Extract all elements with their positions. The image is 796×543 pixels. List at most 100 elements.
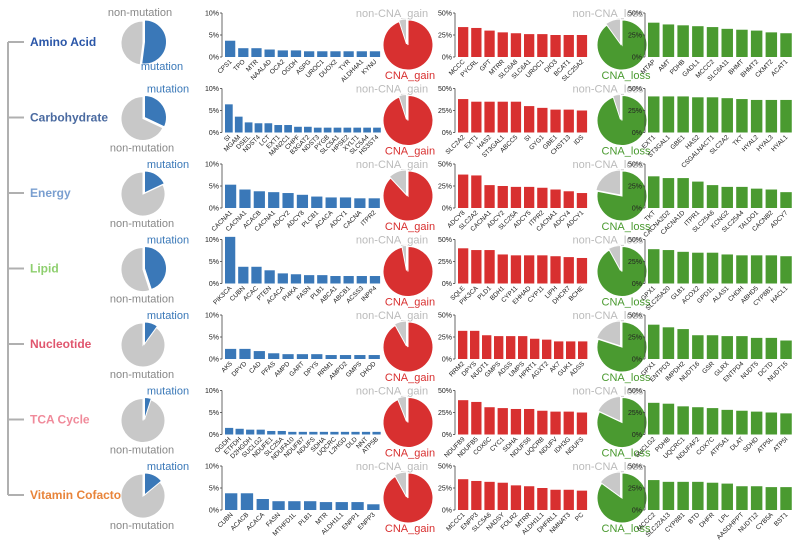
y-tick-label: 10% — [205, 237, 219, 244]
cna-gain-bar-chart: 0%25%50%NDUFB9NDUFB5COX6CCYC1SDHANDUFS6U… — [438, 388, 588, 459]
bar — [550, 189, 561, 208]
mutation-pie — [120, 472, 166, 519]
bar — [246, 429, 255, 435]
bar — [335, 502, 348, 510]
bar — [225, 427, 234, 435]
bar — [550, 411, 561, 435]
bar — [288, 431, 297, 435]
pie-slice-non — [120, 95, 164, 141]
bar — [253, 351, 265, 359]
pie-slice-non — [120, 20, 144, 66]
bar — [277, 50, 288, 57]
bar — [563, 489, 574, 510]
y-tick-label: 0% — [632, 357, 642, 364]
pie-slice-main — [596, 321, 648, 373]
cna-loss-label: CNA_loss — [602, 221, 651, 233]
non-mutation-label: non-mutation — [110, 520, 174, 532]
bar — [576, 490, 588, 510]
bar — [677, 329, 689, 359]
bar — [563, 35, 574, 57]
gene-label: ENPP3 — [357, 511, 377, 531]
cna-loss-label: CNA_loss — [602, 70, 651, 82]
y-tick-label: 5% — [209, 33, 219, 40]
pie-slice-main — [144, 321, 159, 346]
cna-gain-pie — [382, 169, 434, 222]
bar — [311, 196, 323, 208]
category-label: Energy — [30, 186, 71, 200]
pie-slice-non — [396, 395, 407, 422]
gene-label: INPP4 — [360, 285, 379, 304]
bar — [765, 189, 778, 208]
y-tick-label: 50% — [438, 11, 452, 18]
gene-label: HACL1 — [770, 285, 790, 305]
pie-slice-main — [144, 245, 167, 291]
bar — [648, 249, 660, 284]
bar — [288, 501, 301, 510]
bar — [662, 403, 675, 435]
mutation-label: mutation — [147, 159, 189, 171]
bar — [563, 109, 574, 133]
bar — [692, 407, 704, 435]
bar — [277, 273, 288, 284]
bar — [692, 335, 704, 359]
bar — [648, 324, 660, 359]
cna-gain-pie — [382, 244, 434, 297]
non-cna-loss-label: non-CNA_loss — [573, 159, 644, 171]
bar — [372, 431, 381, 435]
bar — [294, 126, 302, 133]
gene-label: PLB1 — [297, 511, 313, 527]
bar — [662, 24, 675, 57]
y-tick-label: 5% — [209, 184, 219, 191]
bar — [780, 256, 792, 284]
non-mutation-label: non-mutation — [110, 369, 174, 381]
bar — [363, 127, 371, 133]
y-tick-label: 5% — [209, 486, 219, 493]
pie-slice-main — [382, 396, 434, 448]
bar — [497, 254, 508, 284]
y-tick-label: 50% — [438, 86, 452, 93]
y-tick-label: 25% — [438, 486, 452, 493]
bar — [238, 48, 249, 57]
mutation-bar-chart: 0%5%10%OGDHETFDHD2HGDHSUCLG2NDUFE1SLC25A… — [205, 388, 381, 462]
bar — [677, 481, 689, 510]
y-tick-label: 0% — [442, 432, 452, 439]
cna-loss-bar-chart: 0%25%50%MTAP AMTPDHBGADL1MCCC2SLC6A11BHMT… — [628, 11, 792, 83]
bar — [524, 34, 535, 57]
pie-slice-non — [120, 246, 151, 292]
bar — [750, 188, 763, 208]
bar — [648, 22, 660, 57]
cna-gain-label: CNA_gain — [385, 372, 435, 384]
bar — [692, 97, 704, 133]
bar — [253, 191, 265, 208]
bar — [240, 493, 254, 510]
non-cna-gain-label: non-CNA_gain — [356, 235, 428, 247]
bar — [576, 35, 588, 57]
bar — [736, 255, 748, 284]
bar — [369, 276, 381, 284]
bar — [471, 101, 482, 133]
pie-slice-non — [612, 93, 621, 120]
bar — [750, 411, 763, 435]
bar — [537, 34, 548, 57]
mutation-bar-chart: 0%5%10%CPS1TPOMTRNAALADOCA2OGDHASPGUROC1… — [205, 11, 381, 84]
pie-slice-non — [398, 93, 407, 120]
cna-loss-pie — [596, 93, 648, 146]
bar — [267, 430, 276, 435]
non-mutation-label: non-mutation — [110, 218, 174, 230]
bar — [677, 96, 689, 133]
gene-label: PC — [574, 511, 586, 523]
bar — [524, 255, 535, 284]
bar — [361, 431, 371, 435]
bar — [317, 275, 328, 284]
pie-slice-main — [596, 472, 648, 524]
category-label: Nucleotide — [30, 337, 92, 351]
mutation-bar-chart: 0%5%10%CACNA1CACNA1ACACBCACNA1ADCY2ADCY8… — [205, 162, 380, 233]
mutation-label: mutation — [147, 310, 189, 322]
bar — [225, 493, 238, 510]
non-cna-loss-label: non-CNA_loss — [573, 84, 644, 96]
bar — [471, 27, 482, 57]
bar — [780, 192, 792, 208]
bar — [369, 51, 381, 57]
y-tick-label: 25% — [438, 108, 452, 115]
y-tick-label: 25% — [628, 184, 642, 191]
